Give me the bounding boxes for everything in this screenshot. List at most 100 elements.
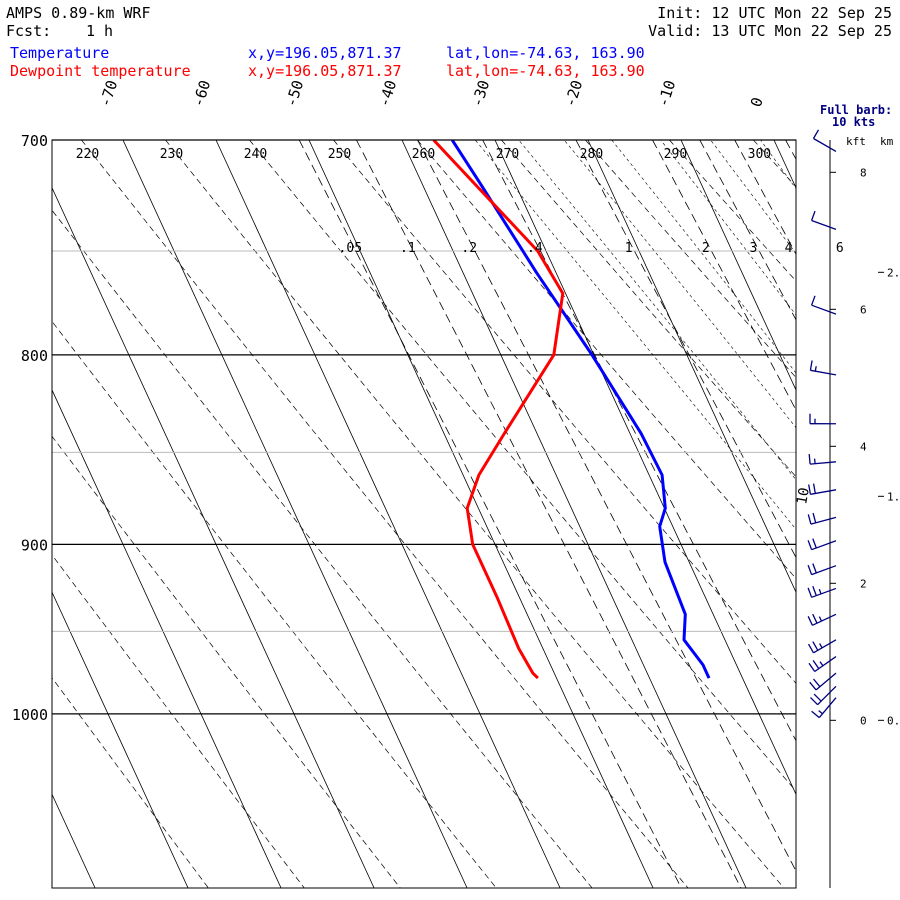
plot-frame	[51, 139, 797, 889]
wind-barb-staff-5	[810, 461, 837, 465]
wind-barb-half-5	[813, 458, 816, 464]
mixing-ratio-label-1: 1	[625, 241, 633, 256]
wind-barb-flag-13-1	[812, 660, 820, 669]
mixing-ratio-label-.1: .1	[400, 241, 416, 256]
wind-barb-flag-15-1	[813, 693, 822, 702]
km-tick-label-2.: 2.	[887, 266, 900, 279]
wind-barb-staff-7	[810, 516, 837, 525]
dry-adiabat-240	[249, 140, 796, 792]
temperature-legend-label: Temperature	[10, 44, 110, 62]
mixing-ratio-label-2: 2	[702, 241, 710, 256]
wind-barb-flag-3-0	[809, 360, 813, 371]
wind-barb-staff-1	[811, 219, 837, 231]
dry-adiabat-270	[501, 140, 796, 478]
wind-barb-flag-10-0	[807, 587, 813, 598]
dry-adiabat-220	[81, 140, 689, 888]
mixing-ratio-1	[575, 140, 796, 559]
mixing-ratio-label-4: 4	[785, 241, 793, 256]
kft-tick-label-0: 0	[860, 714, 867, 727]
mixing-ratio-label-.4: .4	[527, 241, 543, 256]
wind-barb-flag-12-0	[807, 643, 815, 654]
wind-barb-flag-2-0	[810, 295, 816, 306]
wind-barb-flag-9-1	[812, 563, 817, 574]
wind-barb-0	[812, 129, 837, 153]
wind-barb-half-10	[818, 588, 822, 595]
wind-barb-flag-7-0	[807, 514, 812, 525]
wind-barb-flag-7-1	[812, 512, 817, 523]
forecast-label: Fcst:	[6, 22, 52, 40]
wind-barb-5	[808, 454, 837, 465]
dry-adiabat-230	[165, 140, 785, 888]
dry-adiabat-200	[52, 320, 497, 888]
forecast-value: 1 h	[86, 22, 114, 40]
moist-adiabat--6	[518, 140, 796, 481]
dewpoint-latlon: lat,lon=-74.63, 163.90	[446, 62, 645, 80]
height-axis: kft km 0 2 4 6 8 0. 1. 2.	[829, 135, 900, 888]
wind-barb-staff-2	[811, 304, 837, 315]
wind-barb-flag-11-1	[812, 613, 818, 624]
isotherm--80	[52, 186, 375, 888]
pressure-label-1000: 1000	[12, 706, 48, 724]
wind-barb-flag-8-1	[812, 538, 817, 549]
barb-legend-title: Full barb:	[820, 103, 892, 117]
temperature-profile	[450, 140, 711, 679]
temperature-label--40: -40	[375, 78, 400, 109]
mixing-ratio-label-.05: .05	[339, 241, 362, 256]
isotherm--90	[52, 389, 282, 888]
wind-barb-15	[810, 685, 837, 706]
kft-tick-label-2: 2	[860, 577, 867, 590]
wind-barb-6	[808, 483, 837, 495]
dry-adiabat-label-270: 270	[496, 147, 519, 162]
dry-adiabat-250	[333, 140, 796, 684]
wind-barb-2	[810, 295, 837, 315]
wind-barb-flag-5-0	[808, 454, 811, 465]
mixing-ratio-label-6: 6	[836, 241, 844, 256]
wind-barb-12	[807, 639, 837, 654]
dewpoint-profile	[432, 140, 565, 680]
moist-adiabat--10	[474, 140, 796, 530]
mixing-ratio-3	[699, 140, 796, 321]
wind-barb-staff-11	[812, 613, 837, 626]
mixing-ratio-label-3: 3	[750, 241, 758, 256]
wind-barb-flag-11-0	[807, 616, 813, 626]
wind-barb-staff-12	[813, 639, 837, 654]
pressure-label-900: 900	[21, 536, 48, 554]
wind-barb-3	[809, 360, 837, 376]
dry-adiabat-label-230: 230	[160, 147, 183, 162]
isotherm--20	[587, 140, 796, 594]
wind-barb-flag-14-1	[813, 678, 821, 688]
wind-barb-staff-0	[813, 137, 837, 153]
valid-time: Valid: 13 UTC Mon 22 Sep 25	[648, 22, 892, 40]
wind-barb-4	[809, 413, 837, 425]
wind-barb-13	[808, 656, 837, 673]
isotherm--70	[122, 140, 468, 888]
wind-barb-flag-8-0	[807, 540, 813, 550]
wind-barb-1	[810, 210, 837, 231]
dry-adiabat-label-240: 240	[244, 147, 267, 162]
wind-barb-staff-9	[811, 565, 837, 576]
wind-barb-16	[811, 697, 837, 719]
mixing-ratio-0.2	[417, 140, 796, 872]
pressure-label-800: 800	[21, 347, 48, 365]
temperature-label--20: -20	[561, 78, 586, 109]
wind-barb-7	[807, 512, 837, 525]
isotherm-10	[867, 140, 900, 888]
temperature-latlon: lat,lon=-74.63, 163.90	[446, 44, 645, 62]
km-label: km	[880, 135, 894, 148]
wind-barb-10	[807, 585, 837, 598]
dry-adiabat-label-250: 250	[328, 147, 351, 162]
wind-barb-staff-15	[817, 685, 837, 706]
wind-barb-flag-15-0	[810, 697, 819, 706]
mixing-ratio-0.1	[356, 140, 742, 888]
dry-adiabat-210	[52, 209, 593, 888]
isotherm--110	[52, 793, 96, 888]
wind-barb-flag-13-0	[808, 662, 816, 672]
wind-barb-staff-10	[811, 587, 837, 598]
temperature-label-0: 0	[747, 95, 767, 109]
wind-barb-flag-9-0	[807, 564, 813, 575]
dry-adiabat-label-300: 300	[748, 147, 771, 162]
mixing-ratio-2	[652, 140, 796, 411]
moist-adiabat-10	[710, 140, 796, 255]
wind-barb-flag-0-0	[812, 129, 820, 139]
kft-tick-label-4: 4	[860, 440, 867, 453]
